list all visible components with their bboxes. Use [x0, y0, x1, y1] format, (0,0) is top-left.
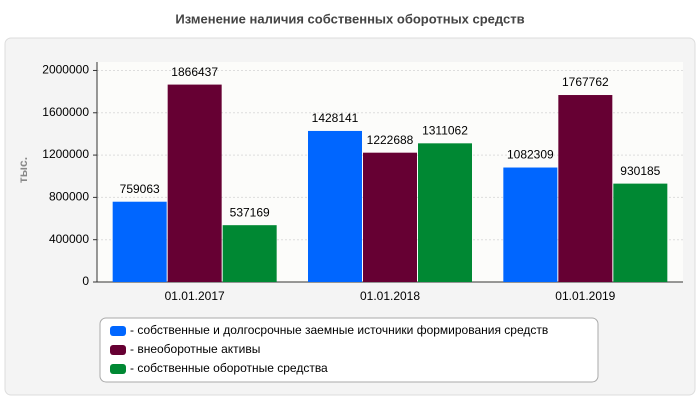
- value-label: 1082309: [507, 148, 554, 162]
- value-label: 1767762: [562, 75, 609, 89]
- value-label: 1428141: [312, 111, 359, 125]
- legend: [99, 317, 599, 383]
- bar: [112, 201, 167, 282]
- bar: [558, 95, 613, 282]
- legend-label: - собственные оборотные средства: [130, 361, 328, 375]
- value-label: 1866437: [171, 65, 218, 79]
- bar: [167, 84, 222, 282]
- legend-swatch: [110, 345, 126, 355]
- bar: [222, 225, 277, 282]
- y-tick-label: 800000: [49, 190, 89, 204]
- y-tick-label: 400000: [49, 232, 89, 246]
- x-tick-label: 01.01.2017: [165, 289, 225, 303]
- value-label: 930185: [620, 164, 660, 178]
- bar: [503, 167, 558, 282]
- y-tick-label: 1200000: [42, 147, 89, 161]
- y-tick-label: 0: [82, 274, 89, 288]
- legend-swatch: [110, 364, 126, 374]
- value-label: 537169: [230, 205, 270, 219]
- value-label: 1311062: [422, 124, 468, 138]
- value-label: 1222688: [367, 133, 414, 147]
- legend-swatch: [110, 326, 126, 336]
- x-tick-label: 01.01.2018: [360, 289, 420, 303]
- chart-title: Изменение наличия собственных оборотных …: [175, 11, 524, 26]
- y-tick-label: 2000000: [42, 63, 89, 77]
- legend-label: - собственные и долгосрочные заемные ист…: [130, 323, 548, 337]
- bar: [363, 152, 417, 282]
- legend-label: - внеоборотные активы: [130, 342, 260, 356]
- x-tick-label: 01.01.2019: [555, 289, 615, 303]
- bar: [308, 130, 362, 282]
- value-label: 759063: [120, 182, 160, 196]
- bar: [613, 183, 668, 282]
- y-axis-label: тыс.: [16, 157, 30, 183]
- y-tick-label: 1600000: [42, 105, 89, 119]
- bar: [418, 143, 472, 282]
